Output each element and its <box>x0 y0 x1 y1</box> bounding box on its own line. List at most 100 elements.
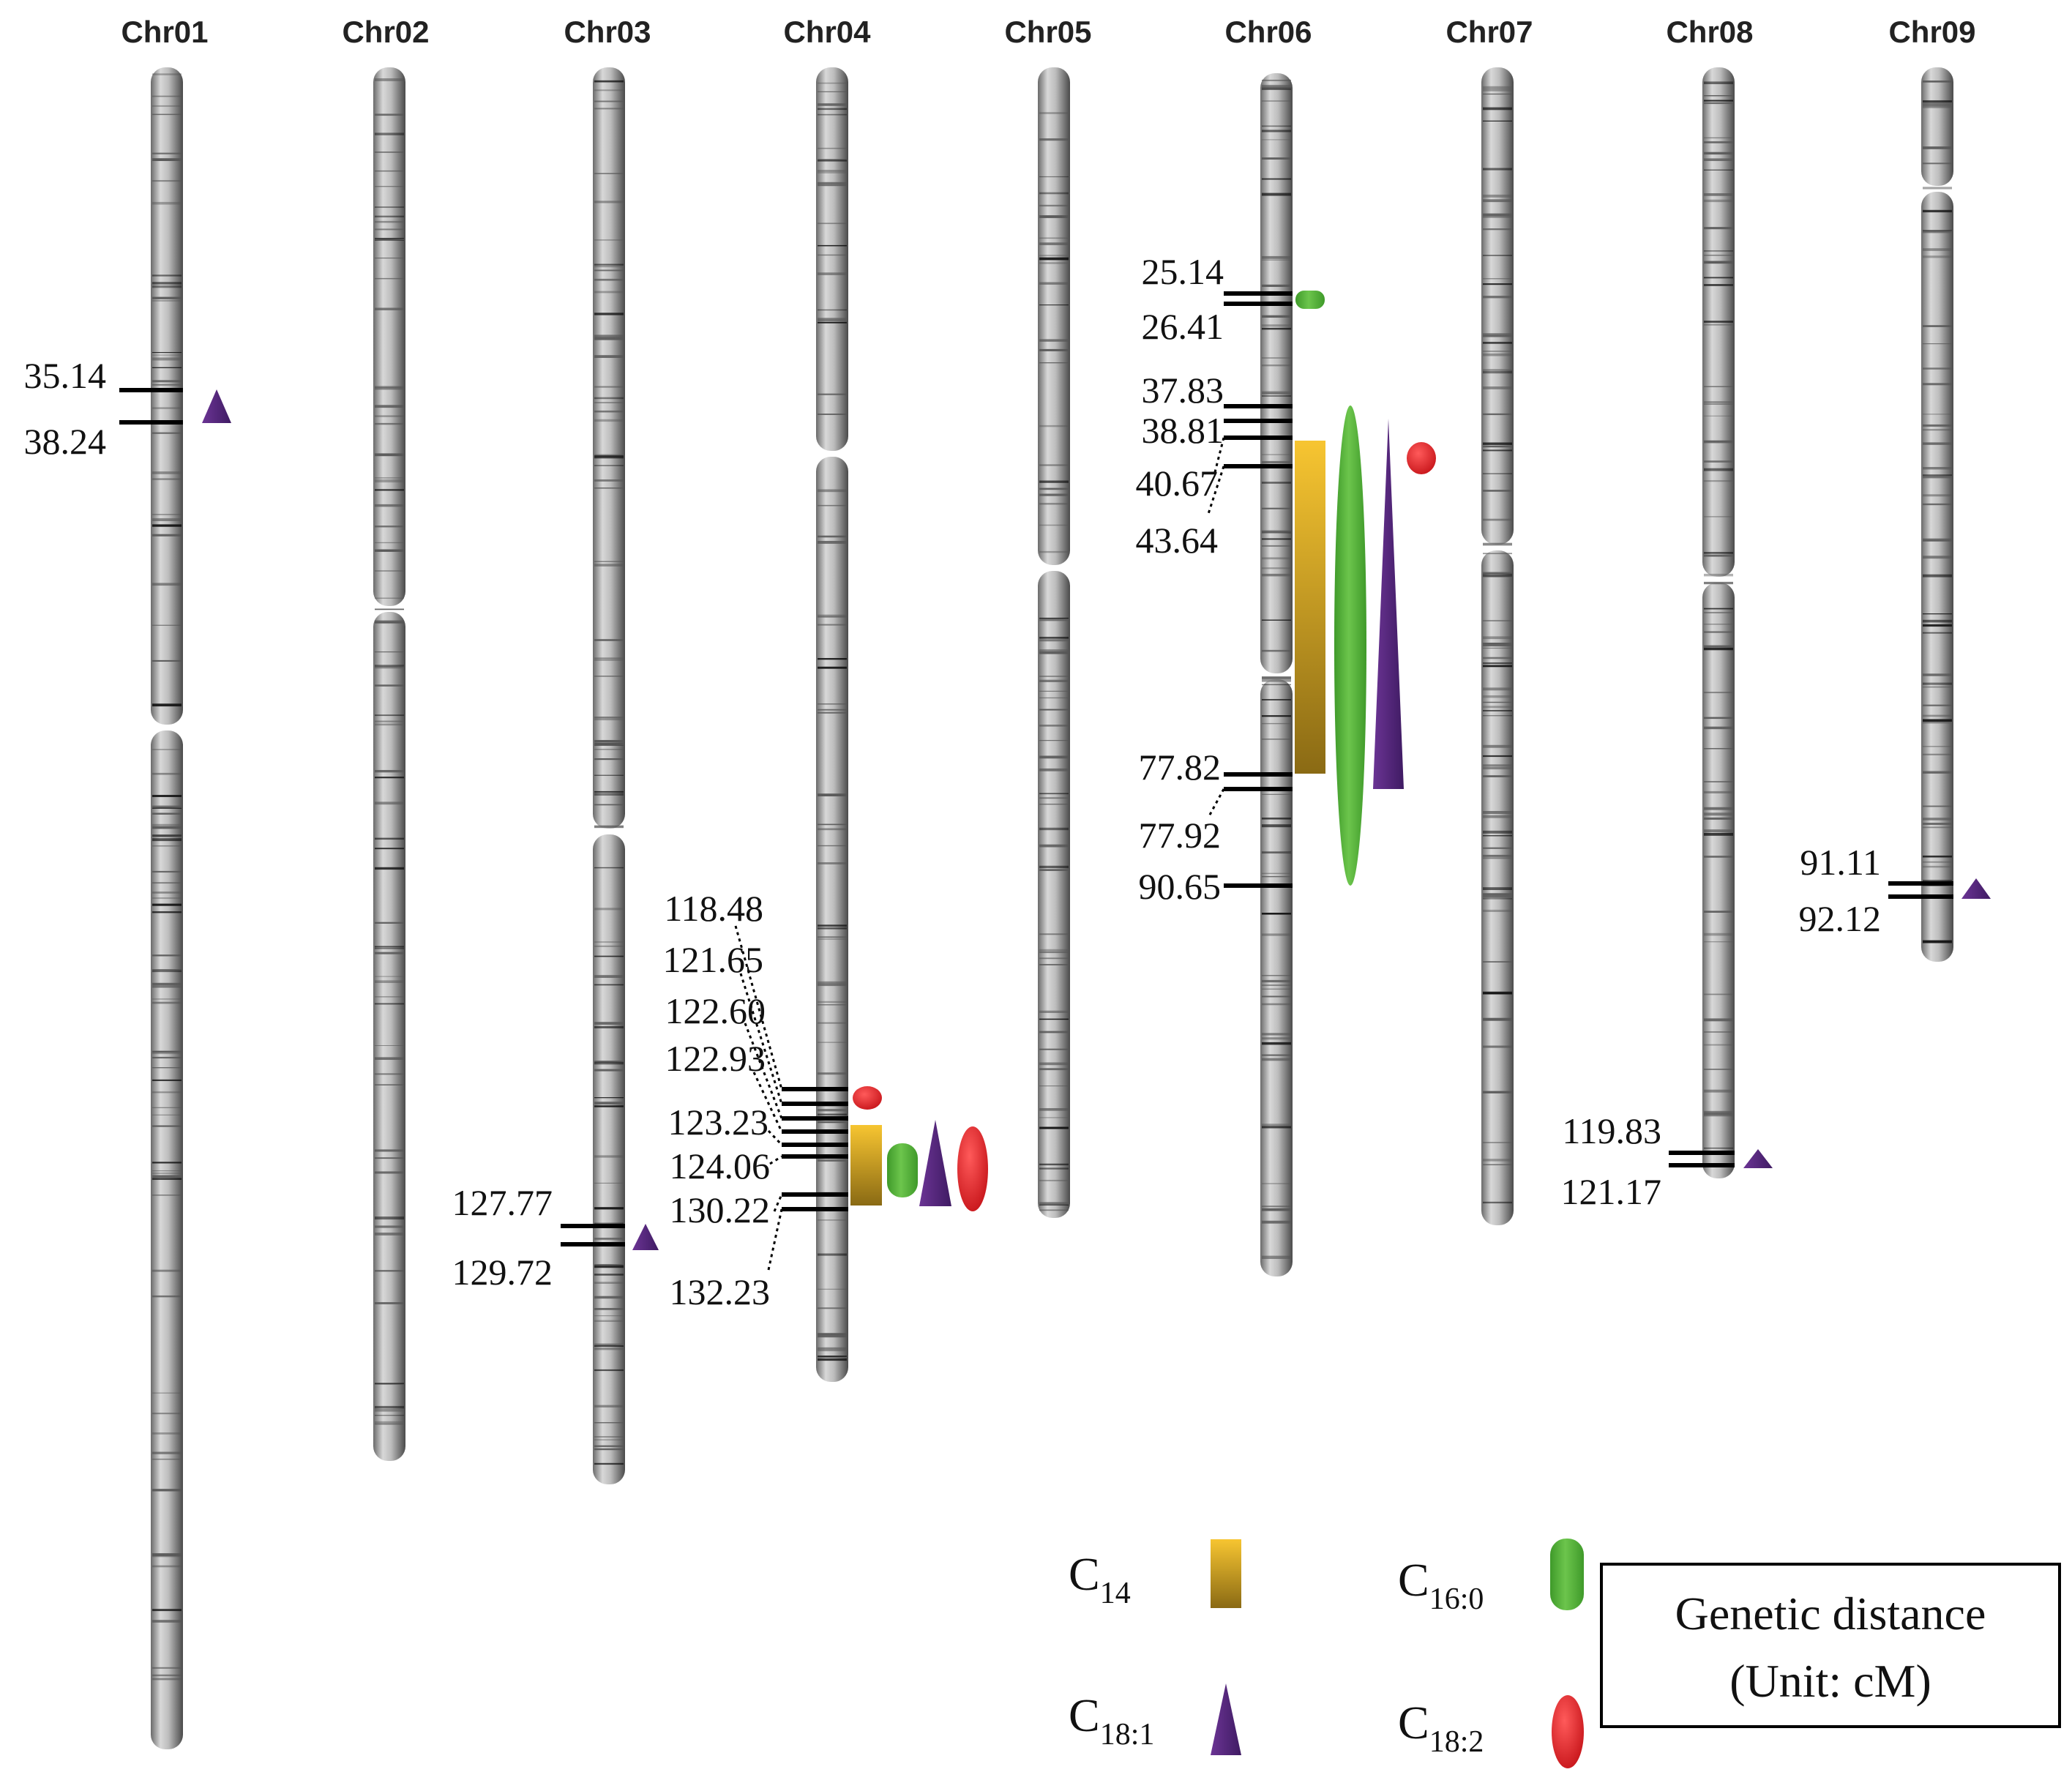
chromosome-band <box>1483 278 1512 280</box>
chromosome-band <box>1923 146 1952 149</box>
chromosome-band <box>152 95 182 97</box>
chr04-marker-130.22: 130.22 <box>670 1189 771 1230</box>
chromosome-band <box>375 78 404 81</box>
chromosome-band <box>594 337 624 340</box>
chromosome-band <box>1923 686 1952 688</box>
chromosome-band <box>1483 216 1512 218</box>
chromosome-band <box>818 318 847 321</box>
chromosome-band <box>818 1159 847 1162</box>
chromosome-band <box>1039 865 1069 869</box>
chromosome-band <box>1039 282 1069 285</box>
chromosome-band <box>1923 885 1952 886</box>
chromosome-band <box>1923 880 1952 881</box>
chromosome-band <box>1039 1204 1069 1206</box>
legend: C14 C16:0 C18:1 C18:2 <box>1069 1539 1584 1768</box>
chromosome-band <box>1923 494 1952 497</box>
chromosome-band <box>1923 632 1952 634</box>
chromosome-band <box>152 113 182 116</box>
chromosome-band <box>818 223 847 225</box>
chromosome-band <box>1483 894 1512 897</box>
legend-c18-1-sub: 18:1 <box>1100 1718 1155 1752</box>
chromosome-band <box>1704 941 1733 943</box>
chromosome-band <box>375 723 404 726</box>
legend-c16-0-swatch <box>1550 1539 1584 1610</box>
chromosome-band <box>594 825 624 829</box>
chromosome-band <box>818 845 847 847</box>
chr02-label: Chr02 <box>342 15 429 49</box>
chromosome-band <box>1262 1003 1291 1006</box>
chromosome-band <box>1262 125 1291 127</box>
chromosome-band <box>594 1320 624 1322</box>
chromosome-band <box>1704 856 1733 858</box>
chromosome-band <box>818 823 847 826</box>
chromosome-band <box>1923 325 1952 327</box>
chromosome-band <box>152 1392 182 1394</box>
chromosome-band <box>1483 542 1512 546</box>
chromosome-band <box>1483 857 1512 859</box>
chromosome-band <box>594 1345 624 1347</box>
chromosome-band <box>594 941 624 943</box>
chromosome-band <box>1704 612 1733 613</box>
chromosome-band <box>594 1343 624 1346</box>
chromosome-band <box>375 922 404 924</box>
chromosome-band <box>1704 102 1733 105</box>
chromosome-band <box>1262 1206 1291 1208</box>
chr03-c18-1-qtl <box>632 1224 659 1250</box>
chr06-leader-lines <box>1206 437 1225 817</box>
chromosome-band <box>1262 259 1291 261</box>
chromosome-band <box>1039 480 1069 483</box>
chr06-c18-1-qtl <box>1373 419 1404 789</box>
chr04-c14-qtl <box>850 1125 882 1206</box>
chromosome-band <box>1923 104 1952 107</box>
chromosome-band <box>152 1458 182 1460</box>
chromosome-band <box>1039 487 1069 490</box>
chromosome-band <box>1039 1209 1069 1211</box>
chromosome-band <box>152 882 182 884</box>
chr04-c16-0-qtl <box>887 1143 918 1197</box>
chr01-marker-35.14: 35.14 <box>24 355 107 396</box>
chromosome-band <box>375 801 404 805</box>
chromosome-band <box>1262 1037 1291 1040</box>
chromosome-band <box>1483 553 1512 555</box>
chromosome-band <box>1923 230 1952 233</box>
chromosome-band <box>375 996 404 998</box>
chromosome-band <box>1923 746 1952 747</box>
chromosome-band <box>152 1067 182 1069</box>
chromosome-band <box>1483 643 1512 645</box>
chromosome-band <box>1704 100 1733 102</box>
chromosome-band <box>1483 847 1512 849</box>
chromosome-band <box>1262 1208 1291 1211</box>
chromosome-band <box>152 534 182 537</box>
chromosome-band <box>1923 467 1952 470</box>
chromosome-band <box>1704 1044 1733 1046</box>
chromosome-band <box>375 170 404 172</box>
chromosome-band <box>818 319 847 322</box>
chromosome-band <box>152 357 182 361</box>
chromosome-band <box>594 639 624 641</box>
chromosome-band <box>375 1415 404 1416</box>
chromosome-band <box>1923 343 1952 345</box>
chromosome-band <box>375 1149 404 1152</box>
chromosome-band <box>1262 139 1291 141</box>
chromosome-band <box>818 1113 847 1116</box>
chromosome-band <box>594 1061 624 1063</box>
chr06-marker-38.81: 38.81 <box>1142 410 1224 451</box>
chromosome-band <box>375 1057 404 1060</box>
chromosome-band <box>1483 518 1512 521</box>
chromosome-band <box>1039 425 1069 427</box>
chromosome-band <box>1923 474 1952 476</box>
chromosome-band <box>375 206 404 208</box>
chromosome-band <box>1923 818 1952 821</box>
chromosome-band <box>375 1171 404 1174</box>
chromosome-band <box>1262 284 1291 287</box>
chromosome-band <box>375 479 404 483</box>
chromosome-band <box>818 103 847 106</box>
chromosome-band <box>1039 176 1069 178</box>
chromosome-band <box>375 1157 404 1159</box>
chromosome-band <box>375 1270 404 1272</box>
chromosome-band <box>594 313 624 315</box>
chromosome-band <box>1483 991 1512 995</box>
chromosome-band <box>1923 556 1952 559</box>
chromosome-band <box>375 848 404 850</box>
chromosome-band <box>375 622 404 624</box>
